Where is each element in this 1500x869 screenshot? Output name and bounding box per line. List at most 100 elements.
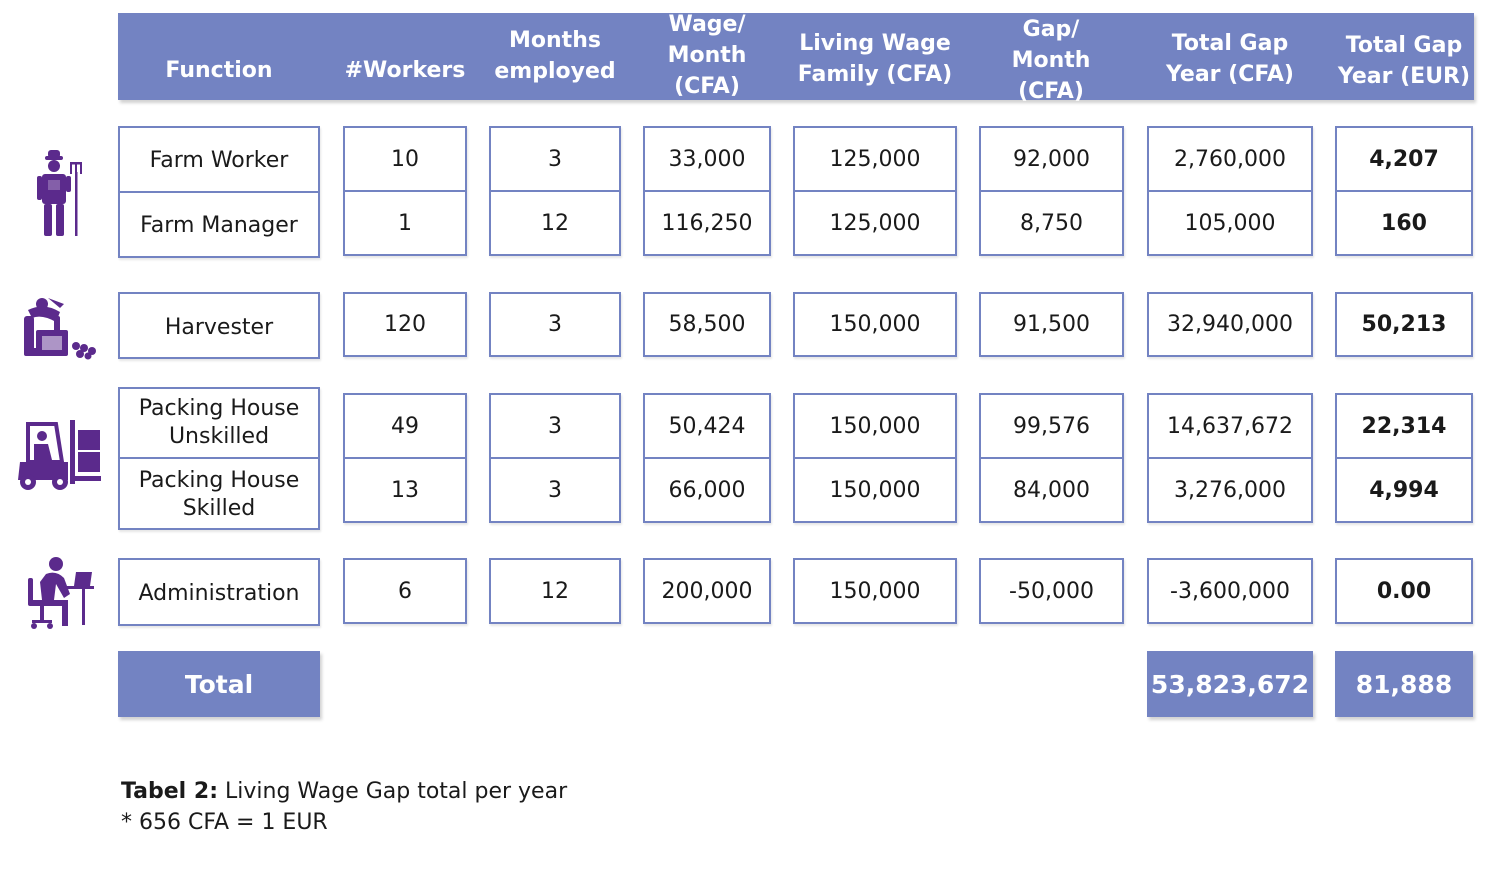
table-cell-gap: 91,500: [1013, 312, 1090, 337]
table-cell-months: 3: [548, 478, 562, 503]
cell-divider: [1147, 457, 1313, 459]
cell-group-wage: [643, 292, 771, 357]
table-cell-wage: 33,000: [668, 147, 746, 172]
header-wage-month: Wage/ Month (CFA): [667, 12, 747, 99]
cell-group-workers: [343, 558, 467, 624]
table-cell-gap_cfa: 105,000: [1184, 211, 1276, 236]
table-cell-living: 125,000: [829, 147, 921, 172]
table-cell-wage: 66,000: [668, 478, 746, 503]
table-cell-months: 12: [541, 579, 569, 604]
header-total-gap-eur: Total Gap Year (EUR): [1337, 32, 1471, 89]
cell-divider: [1147, 190, 1313, 192]
function-harvester: Harvester: [164, 314, 274, 340]
cell-divider: [1335, 457, 1473, 459]
cell-group-workers: [343, 292, 467, 357]
table-cell-living: 125,000: [829, 211, 921, 236]
table-cell-living: 150,000: [829, 579, 921, 604]
cell-divider: [643, 457, 771, 459]
cell-divider: [793, 190, 957, 192]
table-cell-months: 3: [548, 312, 562, 337]
cell-group-gap_cfa: [1147, 558, 1313, 624]
cell-divider: [489, 190, 621, 192]
cell-group-wage: [643, 558, 771, 624]
cell-group-gap_eur: [1335, 558, 1473, 624]
table-cell-gap_cfa: -3,600,000: [1170, 579, 1290, 604]
function-divider: [118, 191, 320, 193]
table-cell-living: 150,000: [829, 478, 921, 503]
cell-divider: [489, 457, 621, 459]
table-cell-gap_cfa: 14,637,672: [1167, 414, 1293, 439]
table-cell-months: 3: [548, 414, 562, 439]
total-gap-cfa: 53,823,672: [1147, 651, 1313, 717]
cell-divider: [643, 190, 771, 192]
harvester-icon: [24, 298, 96, 360]
table-cell-gap_eur: 50,213: [1361, 312, 1447, 337]
table-cell-wage: 58,500: [668, 312, 746, 337]
function-group-admin: [118, 558, 320, 626]
cell-group-gap_eur: [1335, 292, 1473, 357]
table-cell-months: 3: [548, 147, 562, 172]
function-farm-worker: Farm Worker: [149, 148, 289, 173]
total-label: Total: [118, 651, 320, 717]
table-cell-living: 150,000: [829, 414, 921, 439]
table-cell-gap_cfa: 3,276,000: [1174, 478, 1286, 503]
cell-group-gap_cfa: [1147, 292, 1313, 357]
header-gap-month: Gap/ Month (CFA): [1011, 17, 1091, 104]
table-cell-gap: 92,000: [1013, 147, 1090, 172]
table-cell-workers: 120: [384, 312, 426, 337]
table-cell-months: 12: [541, 211, 569, 236]
header-total-gap-cfa: Total Gap Year (CFA): [1166, 30, 1294, 87]
cell-group-months: [489, 292, 621, 357]
caption-note: * 656 CFA = 1 EUR: [121, 810, 328, 835]
function-packing-skilled: Packing House Skilled: [138, 468, 300, 521]
table-cell-living: 150,000: [829, 312, 921, 337]
header-workers: #Workers: [344, 58, 466, 83]
table-cell-gap_eur: 0.00: [1376, 579, 1432, 604]
function-group-harvester: [118, 292, 320, 359]
forklift-icon: [18, 420, 101, 490]
table-cell-gap_eur: 4,994: [1369, 478, 1439, 503]
cell-group-gap: [979, 292, 1124, 357]
table-cell-gap: 99,576: [1013, 414, 1090, 439]
table-cell-workers: 10: [391, 147, 419, 172]
table-cell-wage: 116,250: [661, 211, 753, 236]
table-cell-gap_eur: 160: [1381, 211, 1427, 236]
table-cell-gap: 8,750: [1020, 211, 1083, 236]
table-caption: Tabel 2: Living Wage Gap total per year …: [121, 776, 567, 838]
table-header: [118, 13, 1474, 100]
table-cell-wage: 50,424: [668, 414, 746, 439]
cell-divider: [343, 190, 467, 192]
table-cell-gap: -50,000: [1009, 579, 1094, 604]
office-worker-icon: [28, 557, 94, 629]
function-administration: Administration: [138, 581, 300, 606]
table-cell-workers: 6: [398, 579, 412, 604]
table-cell-gap_eur: 4,207: [1369, 147, 1439, 172]
cell-divider: [1335, 190, 1473, 192]
farmer-icon: [37, 150, 82, 236]
caption-label: Tabel 2:: [121, 779, 218, 804]
header-living-wage: Living Wage Family (CFA): [797, 30, 953, 87]
table-cell-gap: 84,000: [1013, 478, 1090, 503]
cell-group-months: [489, 558, 621, 624]
function-farm-manager: Farm Manager: [140, 213, 298, 238]
cell-group-living: [793, 558, 957, 624]
table-cell-workers: 49: [391, 414, 419, 439]
table-cell-workers: 1: [398, 211, 412, 236]
cell-group-living: [793, 292, 957, 357]
table-cell-wage: 200,000: [661, 579, 753, 604]
table-cell-gap_eur: 22,314: [1361, 414, 1447, 439]
table-cell-gap_cfa: 32,940,000: [1167, 312, 1293, 337]
cell-group-gap: [979, 558, 1124, 624]
function-divider: [118, 457, 320, 459]
function-packing-unskilled: Packing House Unskilled: [138, 396, 300, 449]
cell-divider: [979, 457, 1124, 459]
cell-divider: [793, 457, 957, 459]
total-gap-eur: 81,888: [1335, 651, 1473, 717]
table-cell-gap_cfa: 2,760,000: [1174, 147, 1286, 172]
header-function: Function: [165, 58, 273, 83]
cell-divider: [343, 457, 467, 459]
cell-divider: [979, 190, 1124, 192]
header-months-employed: Months employed: [494, 27, 616, 84]
table-cell-workers: 13: [391, 478, 419, 503]
caption-text: Living Wage Gap total per year: [218, 779, 568, 804]
